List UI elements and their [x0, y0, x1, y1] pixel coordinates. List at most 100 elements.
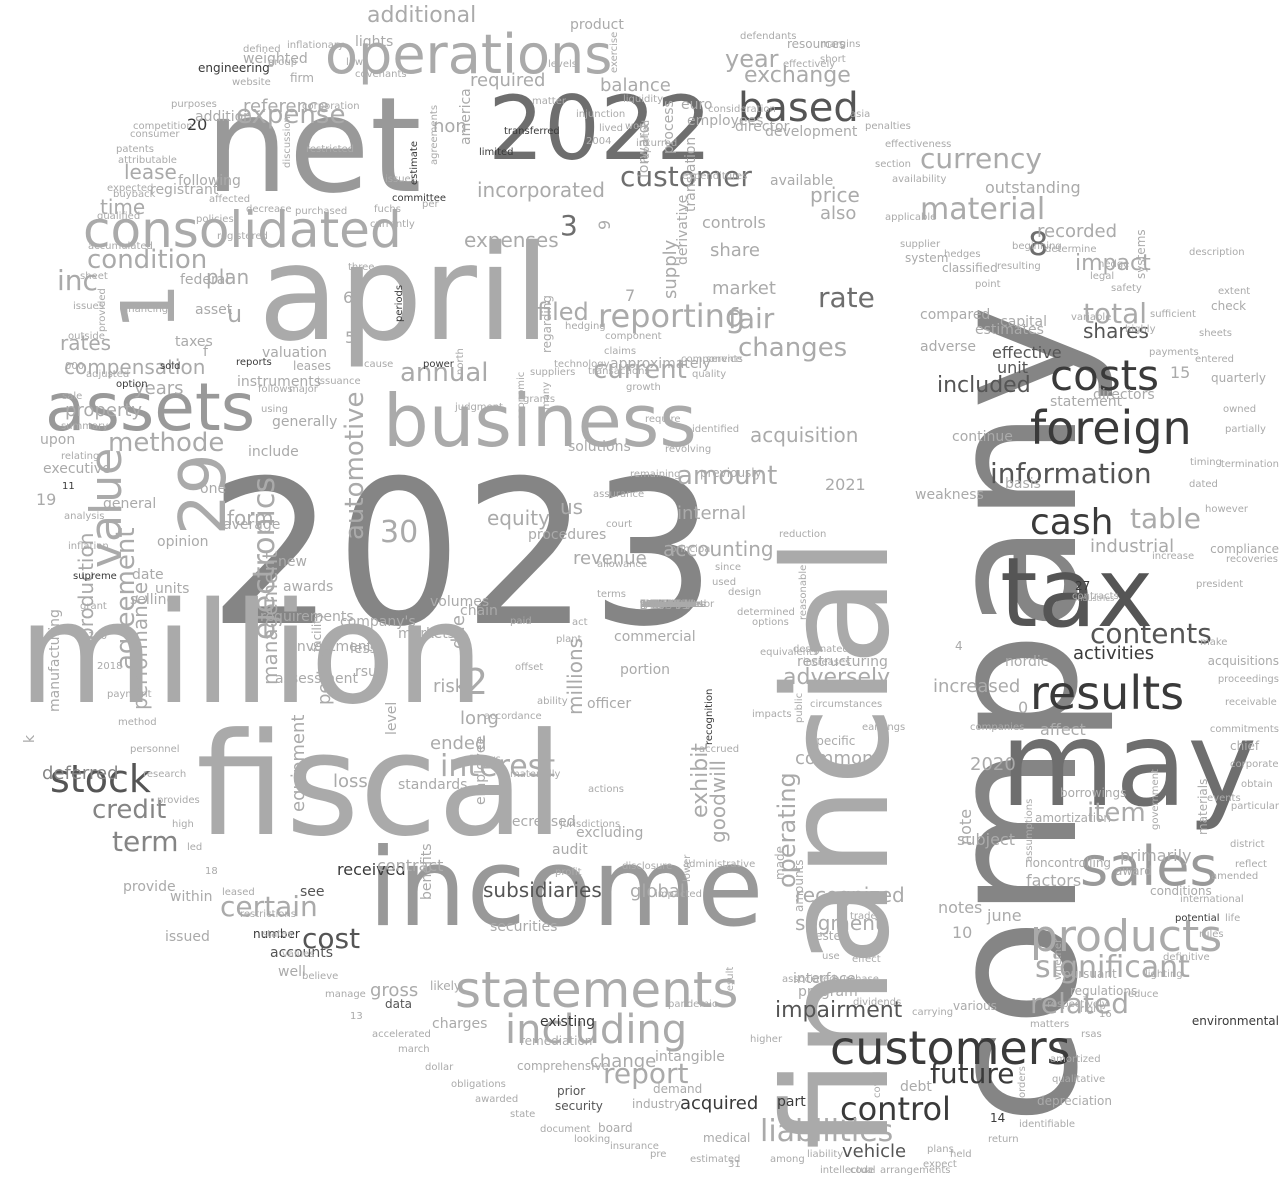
- word-13: 13: [350, 1011, 363, 1022]
- word-time: time: [100, 195, 146, 219]
- word-material: material: [920, 192, 1046, 227]
- word-judgment: judgment: [455, 402, 503, 413]
- word-sheet: sheet: [80, 271, 108, 282]
- word-defendants: defendants: [740, 31, 797, 42]
- word-major: major: [289, 384, 318, 395]
- word-power: power: [423, 359, 454, 370]
- word-lived: lived: [599, 123, 623, 134]
- word-result: result: [725, 966, 736, 995]
- word-investment: investment: [293, 639, 373, 655]
- word-high: high: [172, 819, 194, 830]
- word-fuchs: fuchs: [374, 204, 401, 215]
- word-operations: operations: [325, 23, 613, 86]
- word-estimate: estimate: [409, 140, 420, 185]
- word-impact: impact: [1075, 251, 1151, 276]
- word-conditions: conditions: [1150, 884, 1212, 898]
- word-purposes: purposes: [171, 99, 217, 110]
- word-credit: credit: [92, 795, 167, 825]
- word-large: large: [640, 599, 666, 610]
- word-issues: issues: [73, 301, 104, 312]
- word-line: line: [640, 599, 659, 610]
- word-euro: euro: [681, 97, 713, 113]
- word-assurance: assurance: [593, 489, 645, 500]
- word-accounting: accounting: [663, 537, 774, 561]
- word-new: new: [278, 554, 307, 570]
- word-approximately: approximately: [610, 356, 711, 372]
- word-controls: controls: [702, 213, 766, 232]
- word-awards: awards: [283, 579, 334, 595]
- word-contracts: contracts: [1072, 591, 1119, 602]
- word-requirements: requirements: [260, 609, 354, 625]
- word-procedures: procedures: [528, 527, 607, 543]
- word-financing: financing: [122, 304, 169, 315]
- word-standards: standards: [398, 777, 468, 793]
- word-sufficient: sufficient: [1150, 309, 1196, 320]
- word-analysis: analysis: [64, 511, 105, 522]
- word-cash: cash: [1030, 502, 1114, 543]
- word-impairment: impairment: [775, 998, 903, 1023]
- word-9: 9: [595, 219, 614, 230]
- word-plans: plans: [927, 1144, 954, 1155]
- word-equipment: equipment: [288, 714, 309, 812]
- word-required: required: [470, 70, 546, 91]
- word-total: total: [1083, 297, 1148, 330]
- word-increases: increases: [803, 657, 851, 668]
- word-may: may: [1000, 695, 1258, 833]
- word-owned: owned: [1223, 404, 1257, 415]
- word-swaps: swaps: [640, 599, 672, 610]
- word-disclosure: disclosure: [622, 861, 673, 872]
- word-recognition: recognition: [704, 688, 715, 745]
- word-covenants: covenants: [355, 69, 407, 80]
- word-12: 12: [640, 599, 653, 610]
- word-board: board: [598, 1121, 633, 1135]
- word-date: date: [132, 567, 164, 583]
- word-accumulated: accumulated: [88, 241, 153, 252]
- word-component: component: [605, 331, 662, 342]
- word-reported: reported: [641, 119, 652, 163]
- word-regarding: regarding: [540, 295, 554, 353]
- word-rsas: rsas: [1081, 1029, 1102, 1040]
- word-geographic: geographic: [640, 599, 697, 610]
- word-registrant: registrant: [150, 182, 219, 198]
- word-petition: petition: [640, 599, 679, 610]
- word-effectively: effectively: [783, 59, 836, 70]
- word-levels: levels: [548, 59, 577, 70]
- word-affected: affected: [209, 194, 251, 205]
- word-currencies: currencies: [640, 599, 692, 610]
- word-item: item: [1087, 798, 1146, 828]
- word-three: three: [348, 262, 375, 273]
- word-liabilities: liabilities: [760, 1114, 894, 1149]
- word-instruments: instruments: [237, 374, 322, 390]
- word-compared: compared: [920, 307, 991, 323]
- word-reduction: reduction: [779, 529, 827, 540]
- word-flows: flows: [475, 754, 501, 765]
- word-manage: manage: [325, 989, 366, 1000]
- word-allowance: allowance: [597, 559, 648, 570]
- word-charges: charges: [432, 1016, 488, 1032]
- word-particular: particular: [1230, 801, 1279, 812]
- word-industry: industry: [632, 1097, 682, 1111]
- word-rates: rates: [60, 331, 112, 355]
- word-methode: methode: [108, 428, 225, 458]
- word-share: share: [710, 240, 760, 261]
- word-price: price: [810, 183, 860, 207]
- word-information: information: [990, 457, 1152, 490]
- word-mark: mark: [640, 599, 666, 610]
- word-unable: unable: [640, 599, 675, 610]
- word-dividends: dividends: [853, 997, 902, 1008]
- word-consolidated: consolidated: [83, 201, 402, 259]
- word-america: america: [458, 88, 474, 145]
- word-balance: balance: [600, 75, 671, 96]
- word-loss: loss: [333, 771, 368, 792]
- word-statement: statement: [1050, 394, 1123, 410]
- word-award: award: [1115, 864, 1152, 878]
- word-september: september: [640, 599, 695, 610]
- word-22: 22: [640, 599, 653, 610]
- word-competition: competition: [133, 121, 193, 132]
- word-manufacturing: manufacturing: [47, 609, 63, 712]
- word-carrying: carrying: [912, 1007, 954, 1018]
- word-following: following: [178, 173, 241, 189]
- word-risk: risk: [433, 676, 466, 697]
- word-using: using: [261, 404, 289, 415]
- word-k: k: [22, 734, 38, 743]
